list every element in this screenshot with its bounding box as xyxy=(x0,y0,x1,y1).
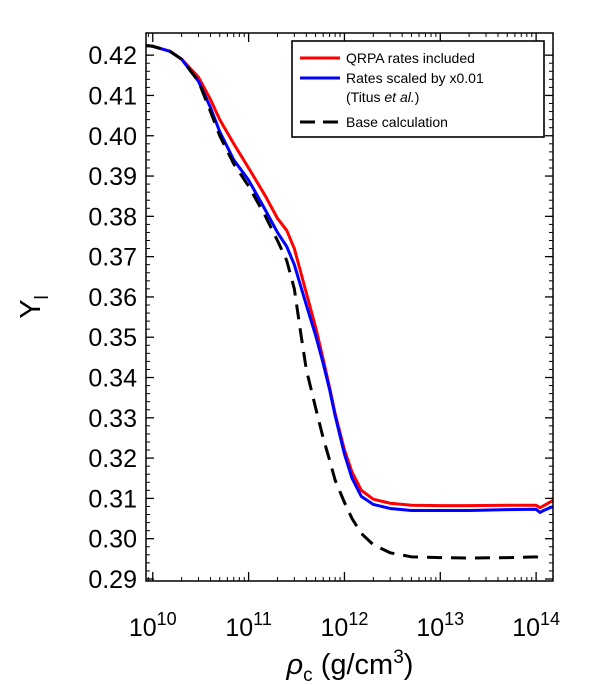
y-axis-title-main: Y xyxy=(15,299,47,318)
series-line-1 xyxy=(145,44,554,514)
x-tick-label: 1012 xyxy=(321,609,369,642)
y-tick-label: 0.32 xyxy=(88,445,137,473)
y-tick-label: 0.34 xyxy=(88,365,137,393)
y-axis-title: Yl xyxy=(15,295,53,319)
y-tick-label: 0.42 xyxy=(88,42,137,70)
x-tick-label: 1013 xyxy=(416,609,464,642)
y-tick-label: 0.36 xyxy=(88,284,137,312)
y-tick-label: 0.40 xyxy=(88,123,137,151)
y-tick-labels: 0.29 0.30 0.31 0.32 0.33 0.34 0.35 0.36 0.37 0.38… xyxy=(88,42,137,594)
y-axis-title-sub: l xyxy=(32,295,53,299)
x-axis-title-close: ) xyxy=(404,649,414,681)
legend-label-1: Rates scaled by x0.01 xyxy=(346,70,484,86)
x-axis-title-sup: 3 xyxy=(393,647,404,668)
legend-label-0: QRPA rates included xyxy=(346,50,475,66)
legend-note-1: (Titus et al.) xyxy=(346,89,419,105)
y-tick-label: 0.35 xyxy=(88,324,137,352)
x-tick-label: 1011 xyxy=(225,609,272,642)
x-axis-title-text: (g/cm xyxy=(313,649,394,681)
y-tick-label: 0.37 xyxy=(88,244,137,272)
y-tick-label: 0.38 xyxy=(88,203,137,231)
x-axis-title: ρc (g/cm3) xyxy=(286,647,414,685)
x-tick-label: 1014 xyxy=(512,609,560,642)
series-line-2 xyxy=(145,44,545,561)
y-tick-label: 0.33 xyxy=(88,405,137,433)
plot-frame xyxy=(145,32,554,582)
x-tick-labels: 1010 1011 1012 1013 1014 xyxy=(129,609,560,642)
x-tick-label: 1010 xyxy=(129,609,177,642)
legend-label-2: Base calculation xyxy=(346,114,448,130)
y-tick-label: 0.30 xyxy=(88,526,137,554)
series-lines xyxy=(145,44,554,561)
y-tick-label: 0.31 xyxy=(88,485,137,513)
legend: QRPA rates included Rates scaled by x0.01… xyxy=(291,40,545,138)
x-axis-title-sub: c xyxy=(303,665,313,685)
y-tick-label: 0.29 xyxy=(88,566,137,594)
x-axis-title-symbol: ρ xyxy=(286,649,304,681)
y-tick-label: 0.41 xyxy=(88,82,137,110)
y-tick-label: 0.39 xyxy=(88,163,137,191)
